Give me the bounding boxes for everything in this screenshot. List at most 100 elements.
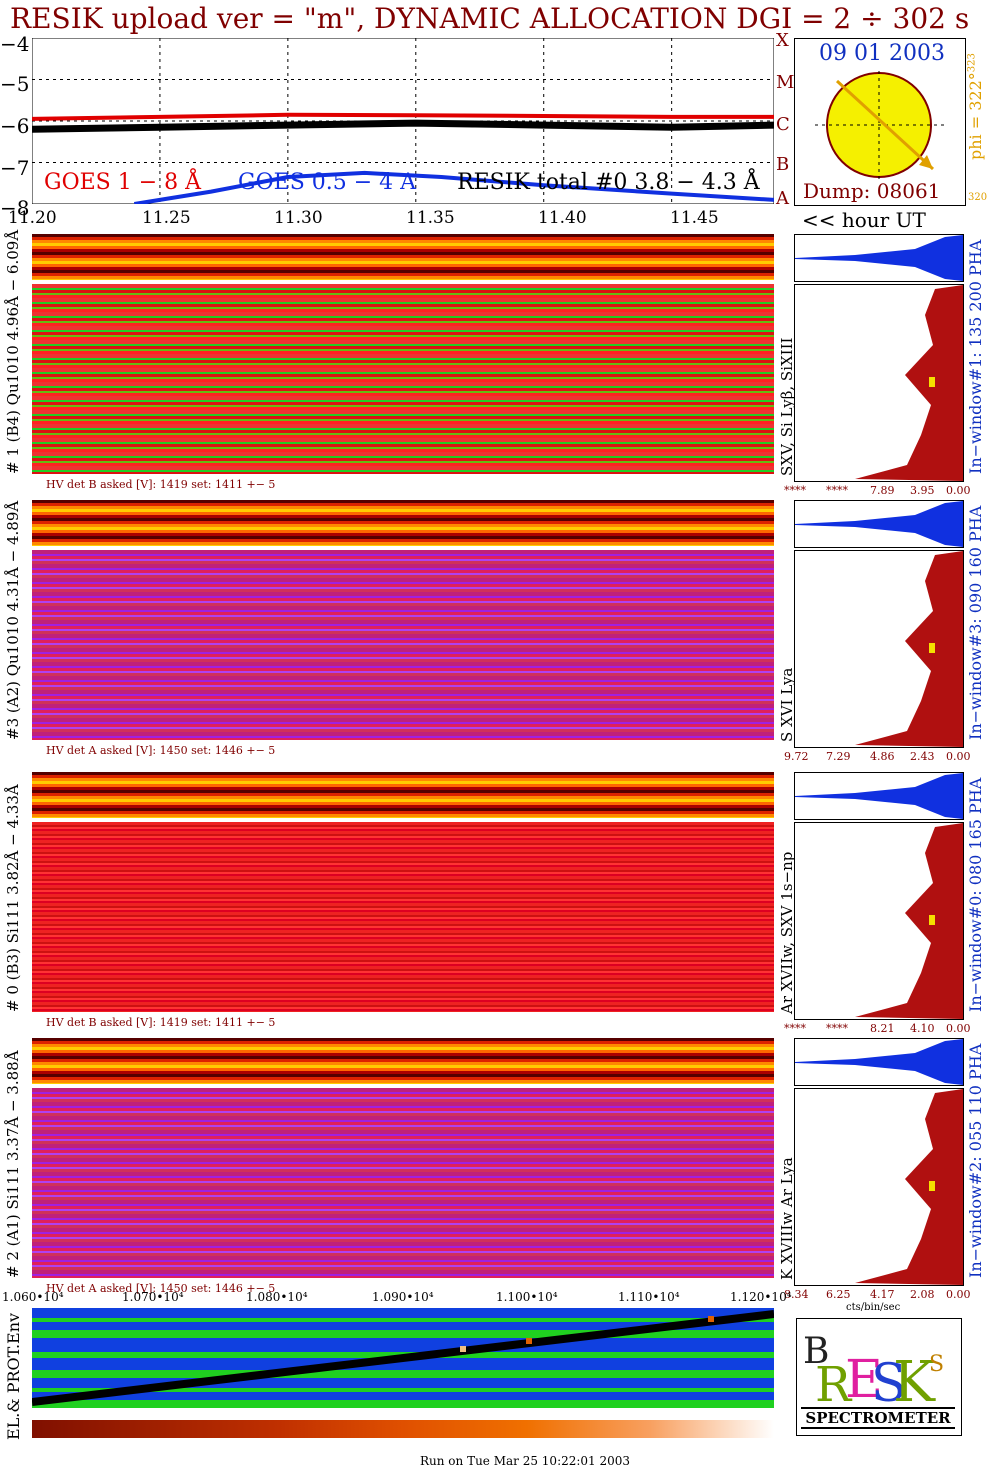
hist-tick: **** [826, 484, 848, 497]
panel-heatmap-top [32, 234, 774, 280]
env-x-tick: 1.110•10⁴ [618, 1290, 680, 1304]
svg-text:B: B [803, 1331, 829, 1372]
panel-hv-readout: HV det A asked [V]: 1450 set: 1446 +− 5 [46, 744, 276, 757]
hist-tick: 9.72 [784, 750, 809, 763]
panel-label: # 1 (B4) Qu1010 4.96Å − 6.09Å [4, 229, 22, 474]
class-b: B [776, 154, 790, 175]
y-tick: −7 [0, 156, 30, 180]
panel-heatmap-top [32, 500, 774, 546]
svg-text:R: R [815, 1357, 853, 1405]
logo-spectrometer: SPECTROMETER [801, 1407, 955, 1429]
goes-plot [32, 38, 774, 204]
panel-spectrogram [32, 550, 774, 740]
env-x-tick: 1.090•10⁴ [372, 1290, 434, 1304]
env-x-tick: 1.100•10⁴ [496, 1290, 558, 1304]
class-c: C [776, 114, 790, 135]
hist-tick: 0.00 [946, 1288, 971, 1301]
panel-label: #3 (A2) Qu1010 4.31Å − 4.89Å [4, 500, 22, 740]
x-tick: 11.20 [8, 208, 57, 228]
flare-class-labels: X M C B A [776, 30, 796, 210]
series-line-2 [32, 119, 774, 133]
env-label: EL.& PROT.Env [4, 1312, 23, 1440]
hist-tick: **** [784, 1022, 806, 1035]
series-line-1 [133, 170, 774, 204]
env-x-tick: 1.070•10⁴ [122, 1290, 184, 1304]
panel-spectrogram [32, 284, 774, 474]
panel-hist-top [794, 772, 964, 820]
y-tick: −5 [0, 72, 30, 96]
page-title: RESIK upload ver = "m", DYNAMIC ALLOCATI… [10, 2, 970, 35]
panel-hist-top [794, 500, 964, 548]
resik-logo: B R E S K S SPECTROMETER [796, 1318, 962, 1436]
hist-unit-label: cts/bin/sec [846, 1302, 901, 1313]
panel-hv-readout: HV det B asked [V]: 1419 set: 1411 +− 5 [46, 1016, 276, 1029]
hist-tick: 0.00 [946, 750, 971, 763]
env-x-tick: 1.060•10⁴ [2, 1290, 64, 1304]
hist-tick: 2.08 [910, 1288, 935, 1301]
y-tick: −6 [0, 114, 30, 138]
sun-disk [815, 71, 945, 179]
class-a: A [776, 188, 789, 209]
panel-heatmap-top [32, 772, 774, 818]
sun-bottom-left: 320 [968, 192, 988, 203]
panel-hist-top [794, 1038, 964, 1086]
hist-tick: 2.43 [910, 750, 935, 763]
legend-goes-long: GOES 1 − 8 Å [44, 170, 202, 195]
hist-tick: 3.95 [910, 484, 935, 497]
y-tick: −4 [0, 32, 30, 56]
panel-hist-main [794, 822, 964, 1020]
panel-window-label: In−window#1: 135 200 PHA [966, 239, 985, 474]
hist-tick: 7.29 [826, 750, 851, 763]
panel-window-label: In−window#3: 090 160 PHA [966, 505, 985, 740]
x-axis-ticks: 11.20 11.25 11.30 11.35 11.40 11.45 [0, 208, 780, 234]
sun-dump: Dump: 08061 [803, 179, 941, 203]
hist-tick: 4.86 [870, 750, 895, 763]
x-tick: 11.30 [274, 208, 323, 228]
env-colorbar [32, 1420, 774, 1438]
panel-hist-main [794, 550, 964, 748]
y-tick: −8 [0, 196, 30, 220]
legend-resik: RESIK total #0 3.8 − 4.3 Å [457, 170, 760, 195]
x-unit-label: << hour UT [802, 208, 926, 232]
sun-phi-label: phi = 322°323 [966, 53, 985, 160]
panel-spectrogram [32, 1088, 774, 1278]
legend-goes-short: GOES 0.5 − 4 A [238, 170, 417, 195]
panel-spectrogram [32, 822, 774, 1012]
panel-hist-main [794, 1088, 964, 1286]
hist-tick: 4.17 [870, 1288, 895, 1301]
panel-label: # 0 (B3) Si111 3.82Å − 4.33Å [4, 784, 22, 1012]
panel-window-label: In−window#0: 080 165 PHA [966, 777, 985, 1012]
env-trend-line [32, 1310, 774, 1406]
panel-heatmap-top [32, 1038, 774, 1084]
class-m: M [776, 72, 795, 93]
panel-label: # 2 (A1) Si111 3.37Å − 3.88Å [4, 1050, 22, 1278]
svg-text:S: S [871, 1354, 907, 1405]
hist-tick: 0.00 [946, 1022, 971, 1035]
svg-text:S: S [929, 1352, 944, 1377]
resik-logo-art: B R E S K S [803, 1331, 944, 1405]
x-tick: 11.25 [142, 208, 191, 228]
sun-phi: phi = 322° [966, 72, 985, 160]
footer-run-info: Run on Tue Mar 25 10:22:01 2003 [420, 1454, 631, 1468]
hist-tick: 6.25 [826, 1288, 851, 1301]
env-x-ticks: 1.060•10⁴ 1.070•10⁴ 1.080•10⁴ 1.090•10⁴ … [0, 1290, 792, 1306]
panel-hist-main [794, 284, 964, 482]
hist-tick: **** [784, 484, 806, 497]
legend: GOES 1 − 8 Å GOES 0.5 − 4 A RESIK total … [44, 170, 760, 195]
hist-tick: 0.00 [946, 484, 971, 497]
hist-tick: 7.89 [870, 484, 895, 497]
sun-phi-sup: 323 [966, 53, 978, 73]
x-tick: 11.40 [538, 208, 587, 228]
hist-tick: 4.10 [910, 1022, 935, 1035]
panel-hist-top [794, 234, 964, 282]
svg-text:K: K [893, 1350, 936, 1405]
panel-window-label: In−window#2: 055 110 PHA [966, 1043, 985, 1278]
svg-text:E: E [845, 1350, 883, 1405]
sun-panel: 09 01 2003 Dump: 08061 [794, 38, 966, 206]
env-plot [32, 1308, 774, 1408]
hist-tick: **** [826, 1022, 848, 1035]
hist-tick: 8.34 [784, 1288, 809, 1301]
panel-hv-readout: HV det B asked [V]: 1419 set: 1411 +− 5 [46, 478, 276, 491]
hist-tick: 8.21 [870, 1022, 895, 1035]
x-tick: 11.45 [670, 208, 719, 228]
